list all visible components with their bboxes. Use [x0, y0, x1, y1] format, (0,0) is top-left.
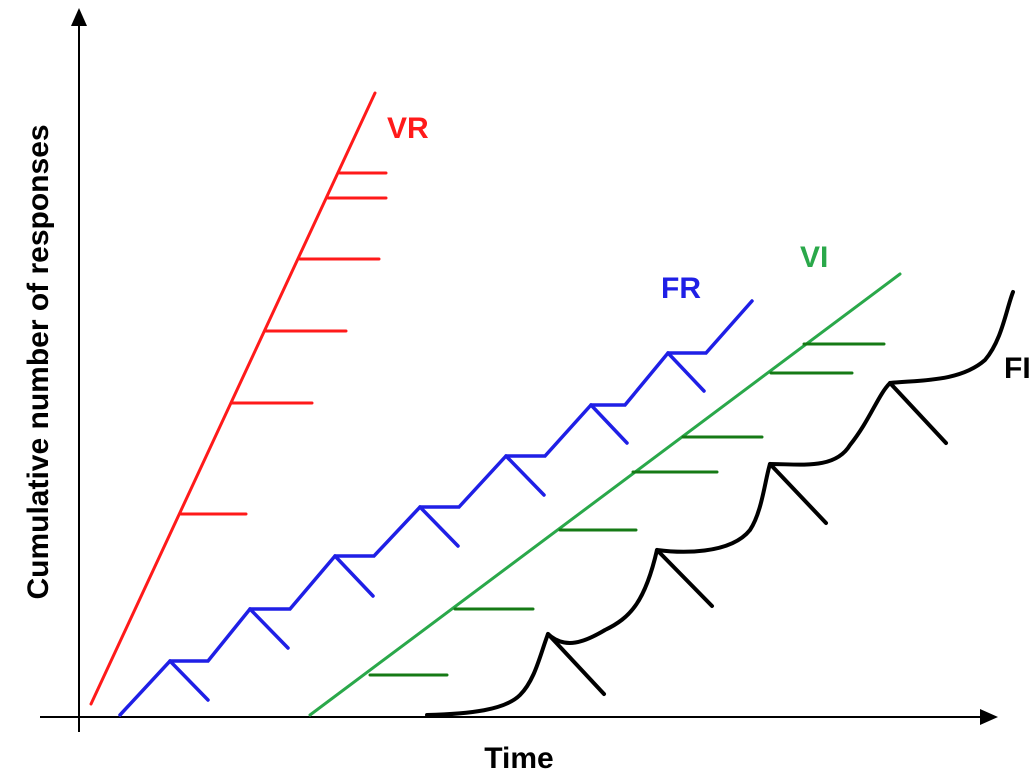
vi-main-line	[308, 272, 902, 717]
fr-reinforcement-mark	[666, 351, 706, 393]
fi-reinforcement-mark	[888, 381, 948, 445]
fr-reinforcement-mark	[248, 607, 290, 650]
vi-curve	[308, 272, 902, 717]
fr-reinforcement-mark	[168, 659, 210, 702]
fr-label: FR	[661, 272, 701, 305]
fi-reinforcement-mark	[768, 462, 828, 525]
fi-reinforcement-mark	[546, 632, 606, 696]
fr-curve	[118, 299, 754, 717]
x-axis-title: Time	[484, 742, 553, 775]
fr-main-line	[118, 299, 754, 717]
fr-reinforcement-mark	[589, 403, 629, 445]
fr-reinforcement-mark	[504, 454, 546, 497]
axes	[40, 8, 998, 732]
x-axis-arrowhead	[980, 709, 998, 725]
fr-reinforcement-mark	[418, 505, 460, 548]
vr-label: VR	[387, 112, 429, 145]
vr-curve	[89, 91, 388, 706]
y-axis-title: Cumulative number of responses	[22, 124, 55, 599]
fi-main-line	[425, 290, 1015, 717]
vr-main-line	[89, 91, 377, 706]
fr-reinforcement-mark	[333, 554, 375, 598]
y-axis-arrowhead	[71, 8, 87, 26]
vi-label: VI	[800, 241, 828, 274]
fi-curve	[425, 290, 1015, 717]
fi-reinforcement-mark	[655, 548, 714, 608]
fi-label: FI	[1004, 352, 1031, 385]
